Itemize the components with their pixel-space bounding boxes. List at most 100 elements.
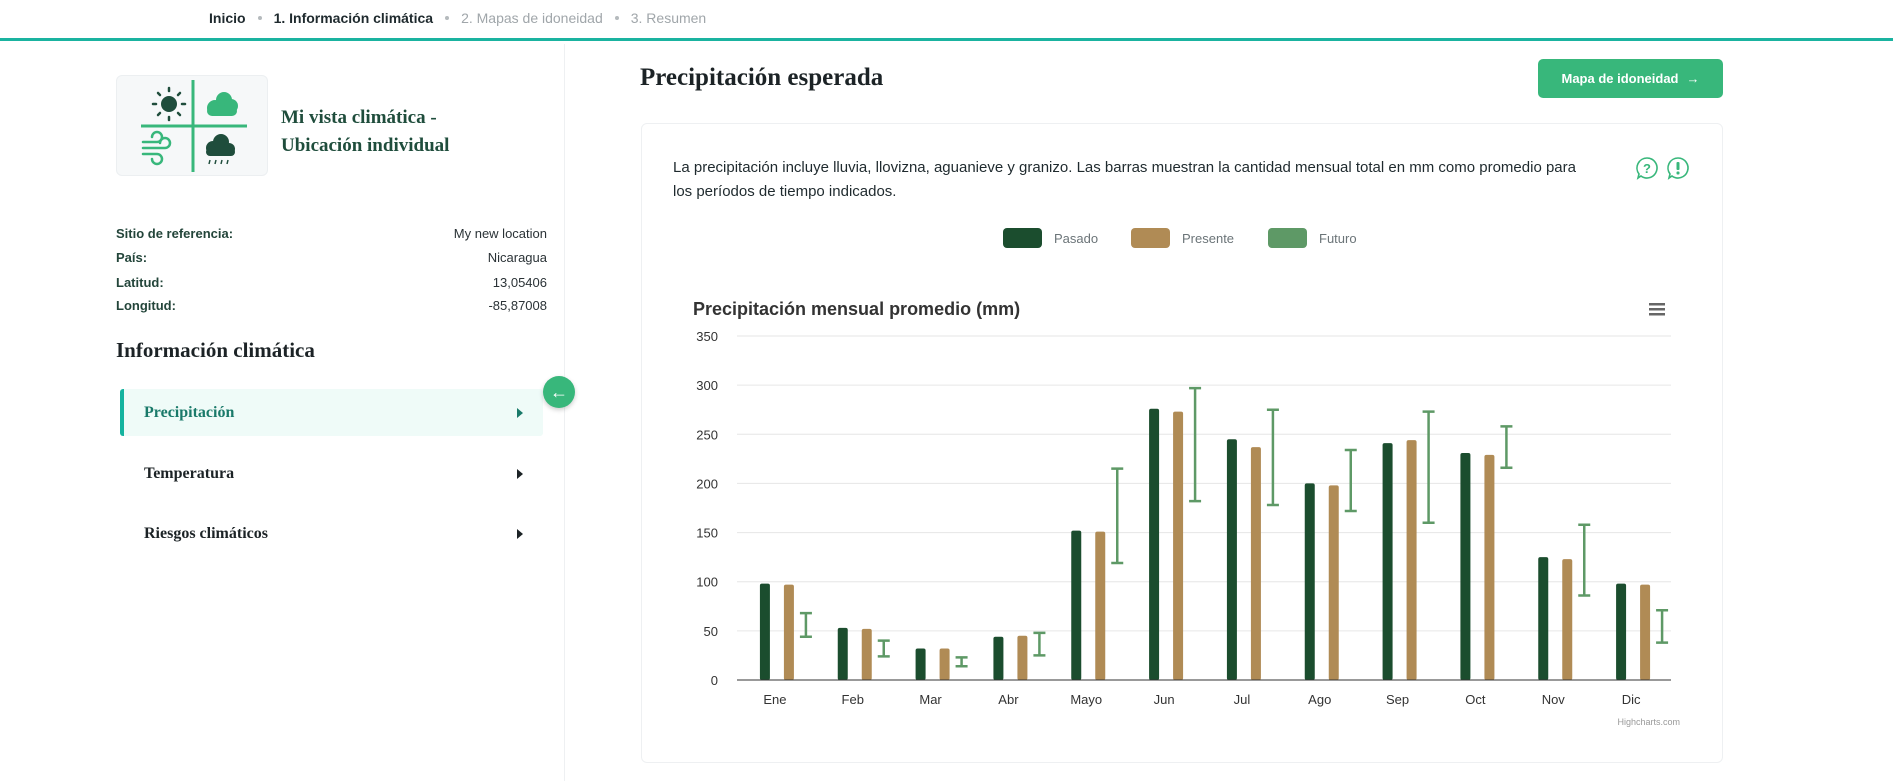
chart-card xyxy=(641,123,1723,763)
breadcrumb: Inicio 1. Información climática 2. Mapas… xyxy=(209,10,706,26)
chart-credit[interactable]: Highcharts.com xyxy=(1617,717,1680,727)
collapse-sidebar-button[interactable]: ← xyxy=(543,376,575,408)
bar-presente xyxy=(1095,531,1106,680)
info-value: 13,05406 xyxy=(492,275,547,290)
x-tick-label: Feb xyxy=(842,692,864,707)
bar-presente xyxy=(939,648,950,680)
legend-swatch xyxy=(1268,228,1307,248)
errorbar-futuro xyxy=(1422,410,1435,524)
errorbar-futuro xyxy=(1344,448,1357,513)
errorbar-futuro xyxy=(1656,608,1669,644)
bar-presente xyxy=(1250,447,1261,680)
bar-pasado xyxy=(1460,452,1471,680)
bar-presente xyxy=(1173,411,1184,680)
bar-presente xyxy=(861,628,872,680)
y-tick-label: 0 xyxy=(711,673,718,688)
caret-right-icon xyxy=(517,528,523,539)
wind-icon xyxy=(141,130,172,166)
nav-step-mapas[interactable]: 2. Mapas de idoneidad xyxy=(461,10,603,26)
description: La precipitación incluye lluvia, llovizn… xyxy=(673,159,1576,200)
bar-presente xyxy=(1562,559,1573,680)
suitability-map-button[interactable]: Mapa de idoneidad → xyxy=(1538,59,1723,98)
errorbar-futuro xyxy=(1500,425,1513,469)
y-tick-label: 300 xyxy=(696,378,718,393)
errorbar-futuro xyxy=(877,639,890,658)
legend-label: Futuro xyxy=(1319,230,1357,246)
info-label: País: xyxy=(116,250,148,265)
separator-dot xyxy=(614,16,619,20)
legend-swatch xyxy=(1003,228,1042,248)
info-row-longitude: Longitud: -85,87008 xyxy=(116,298,547,313)
x-tick-label: Jun xyxy=(1154,692,1175,707)
x-tick-label: Ene xyxy=(763,692,786,707)
cloud-icon xyxy=(207,92,238,116)
sidebar-item-label: Precipitación xyxy=(144,403,235,421)
sidebar-item-temperatura[interactable]: Temperatura xyxy=(120,450,543,497)
info-value: Nicaragua xyxy=(487,250,547,265)
separator-dot xyxy=(445,16,450,20)
sidebar-item-precipitacion[interactable]: Precipitación xyxy=(120,389,543,436)
top-nav: Inicio 1. Información climática 2. Mapas… xyxy=(0,0,1893,41)
legend-label: Presente xyxy=(1182,230,1235,246)
info-value: -85,87008 xyxy=(488,298,547,313)
info-row-latitude: Latitud: 13,05406 xyxy=(116,275,547,290)
sidebar-item-riesgos[interactable]: Riesgos climáticos xyxy=(120,510,543,557)
info-row-site: Sitio de referencia: My new location xyxy=(116,226,547,241)
info-value: My new location xyxy=(453,226,547,241)
errorbar-futuro xyxy=(1033,631,1046,657)
caret-right-icon xyxy=(517,468,523,479)
bar-pasado xyxy=(1538,557,1549,680)
x-tick-label: Ago xyxy=(1308,692,1331,707)
bar-pasado xyxy=(1382,443,1393,680)
site-title-line: Ubicación individual xyxy=(281,135,450,156)
legend-label: Pasado xyxy=(1054,230,1099,246)
rain-cloud-icon xyxy=(206,134,235,165)
y-tick-label: 200 xyxy=(696,476,718,491)
x-tick-label: Sep xyxy=(1386,692,1409,707)
site-title: Mi vista climática - Ubicación individua… xyxy=(281,104,449,160)
bar-presente xyxy=(1328,485,1339,680)
y-tick-label: 150 xyxy=(696,526,718,541)
x-tick-label: Nov xyxy=(1542,692,1566,707)
y-tick-label: 250 xyxy=(696,427,718,442)
errorbar-futuro xyxy=(799,611,812,639)
legend-item-presente[interactable]: Presente xyxy=(1131,228,1234,248)
errorbar-futuro xyxy=(1266,408,1279,507)
errorbar-futuro xyxy=(1578,523,1591,597)
button-label: Mapa de idoneidad xyxy=(1561,71,1679,86)
legend-item-pasado[interactable]: Pasado xyxy=(1003,228,1098,248)
section-heading: Información climática xyxy=(116,338,315,362)
errorbar-futuro xyxy=(955,656,968,668)
caret-right-icon xyxy=(517,407,523,418)
bar-pasado xyxy=(1071,530,1082,680)
bar-presente xyxy=(1406,440,1417,680)
bar-pasado xyxy=(837,627,848,680)
bar-presente xyxy=(1017,635,1028,680)
bar-pasado xyxy=(993,636,1004,680)
y-tick-label: 50 xyxy=(704,624,718,639)
errorbar-futuro xyxy=(1111,467,1124,565)
info-label: Longitud: xyxy=(116,298,176,313)
x-tick-label: Mayo xyxy=(1070,692,1102,707)
weather-quadrant-icon xyxy=(141,80,247,172)
y-tick-label: 100 xyxy=(696,575,718,590)
x-tick-label: Oct xyxy=(1465,692,1486,707)
site-title-line: Mi vista climática - xyxy=(281,107,437,128)
nav-step-informacion[interactable]: 1. Información climática xyxy=(273,10,434,26)
nav-step-resumen[interactable]: 3. Resumen xyxy=(630,10,707,26)
legend-swatch xyxy=(1131,228,1170,248)
sidebar-item-label: Temperatura xyxy=(144,464,235,482)
alert-bubble-icon[interactable] xyxy=(1666,156,1690,180)
hamburger-menu-icon[interactable] xyxy=(1649,303,1665,316)
bar-pasado xyxy=(915,648,926,680)
errorbar-futuro xyxy=(1189,386,1202,503)
chart-title: Precipitación mensual promedio (mm) xyxy=(693,299,1020,319)
info-row-country: País: Nicaragua xyxy=(116,250,547,265)
x-tick-label: Mar xyxy=(919,692,942,707)
bar-presente xyxy=(1640,584,1651,680)
bar-pasado xyxy=(759,583,770,680)
help-bubble-icon[interactable]: ? xyxy=(1635,156,1659,180)
legend-item-futuro[interactable]: Futuro xyxy=(1268,228,1357,248)
separator-dot xyxy=(257,16,262,20)
nav-step-inicio[interactable]: Inicio xyxy=(209,10,246,26)
